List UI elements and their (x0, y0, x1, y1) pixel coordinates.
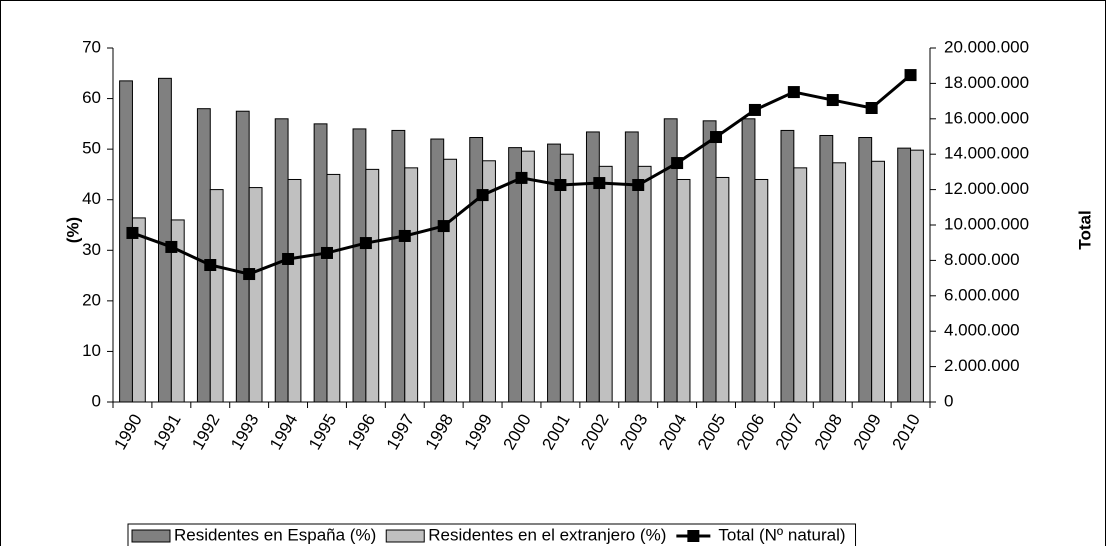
line-marker (243, 268, 256, 281)
y-tick-label: 30 (82, 240, 101, 259)
bar (521, 150, 535, 403)
legend-box (127, 523, 857, 546)
line-marker (710, 131, 723, 144)
bar (119, 80, 133, 403)
y2-tick-label: 20.000.000 (944, 37, 1029, 56)
line-marker (904, 69, 917, 82)
y2-tick-label: 4.000.000 (944, 321, 1020, 340)
bar (819, 134, 834, 403)
y2-tick-label: 10.000.000 (944, 214, 1029, 233)
line-marker (787, 86, 800, 99)
line-marker (359, 237, 372, 250)
line-marker (476, 189, 489, 202)
y-tick-label: 10 (82, 341, 101, 360)
bar (585, 131, 600, 403)
legend-label: Residentes en España (%) (174, 525, 376, 544)
line-marker (204, 259, 217, 272)
bar (404, 167, 419, 403)
legend-swatch (385, 529, 425, 543)
bar (897, 147, 912, 403)
bar (780, 129, 795, 403)
bar (170, 219, 185, 403)
bar (287, 178, 302, 403)
line-marker (671, 157, 684, 170)
y-tick-label: 50 (82, 139, 101, 158)
y2-tick-label: 0 (944, 391, 953, 410)
y2-axis-title: Total (1075, 210, 1094, 249)
y2-tick-label: 8.000.000 (944, 250, 1020, 269)
bar (196, 108, 211, 403)
bar (793, 167, 808, 403)
bar (248, 187, 263, 403)
line-marker (826, 94, 839, 107)
legend-label: Residentes en el extranjero (%) (428, 525, 666, 544)
line-marker (554, 178, 567, 191)
bar (702, 120, 717, 403)
legend-label: Total (Nº natural) (718, 525, 845, 544)
line-marker (593, 177, 606, 190)
line-marker (320, 246, 333, 259)
bar (469, 137, 484, 403)
bar (754, 178, 769, 403)
bar (482, 160, 496, 403)
y2-tick-label: 12.000.000 (944, 179, 1029, 198)
y-tick-label: 70 (82, 37, 101, 56)
y2-tick-label: 2.000.000 (944, 356, 1020, 375)
y-tick-label: 60 (82, 88, 101, 107)
bar (209, 189, 224, 403)
bar (430, 138, 445, 403)
y2-tick-label: 14.000.000 (944, 144, 1029, 163)
bar (858, 137, 873, 403)
bar (741, 118, 756, 403)
line-marker (437, 220, 450, 233)
line-marker (632, 178, 645, 191)
bar (365, 168, 380, 403)
bar (391, 129, 406, 403)
y2-tick-label: 6.000.000 (944, 285, 1020, 304)
bar (624, 131, 639, 403)
bar (508, 147, 523, 403)
bar (158, 77, 172, 403)
bar (131, 217, 146, 403)
bar (871, 160, 885, 403)
bar (313, 123, 328, 403)
line-marker (515, 171, 528, 184)
bar (235, 110, 250, 403)
bar (637, 165, 652, 403)
bar (715, 176, 730, 403)
y2-tick-label: 18.000.000 (944, 73, 1029, 92)
line-marker (282, 252, 295, 265)
bar (832, 162, 847, 403)
bar (676, 178, 691, 403)
bar (559, 153, 574, 403)
y-axis-title: (%) (63, 217, 82, 243)
line-marker (165, 240, 178, 253)
legend-marker (687, 530, 700, 542)
legend-swatch (131, 529, 171, 543)
y-tick-label: 40 (82, 189, 101, 208)
bar (910, 149, 924, 403)
bar (326, 173, 341, 403)
bar (352, 128, 367, 403)
bar (598, 165, 613, 403)
line-marker (126, 226, 139, 239)
line-marker (398, 229, 411, 242)
line-marker (865, 102, 878, 115)
y-tick-label: 0 (92, 391, 101, 410)
line-marker (748, 103, 761, 116)
bar (443, 158, 458, 403)
y2-tick-label: 16.000.000 (944, 108, 1029, 127)
y-tick-label: 20 (82, 290, 101, 309)
